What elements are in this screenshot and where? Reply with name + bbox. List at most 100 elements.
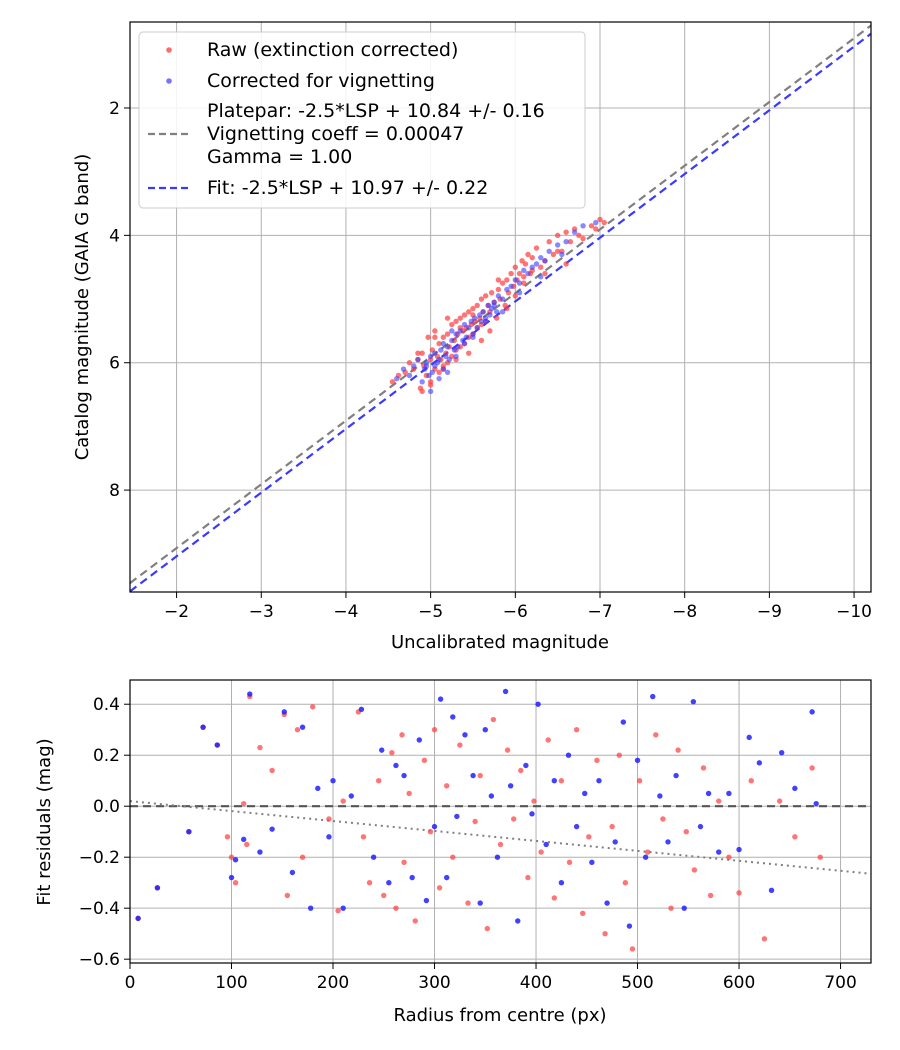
top-point [563,239,569,245]
bottom-point [700,765,707,771]
top-point [533,245,540,251]
bottom-point [399,732,405,738]
top-point [512,264,519,270]
top-point [426,372,432,379]
top-point [563,229,569,235]
bottom-point [470,772,476,779]
bottom-point [310,704,316,710]
bottom-point [401,772,407,779]
top-point [571,229,578,235]
bottom-point [436,885,443,891]
legend: Raw (extinction corrected) Corrected for… [138,31,586,209]
bottom-point [427,828,434,835]
top-point [425,334,431,340]
bottom-point [284,892,291,899]
bottom-point [326,834,332,840]
top-point [504,286,510,293]
top-point [516,289,523,296]
top-point [410,363,417,369]
top-point [512,293,519,299]
top-point [542,258,548,264]
top-point [512,277,519,283]
bottom-point [154,885,161,891]
top-point [593,219,599,226]
top-fit-lines [129,24,872,593]
bottom-point [761,936,768,942]
bottom-point [538,849,544,855]
top-point [400,366,407,372]
legend-label-fit: Fit: -2.5*LSP + 10.97 +/- 0.22 [207,177,488,199]
bottom-point [768,887,775,894]
top-point [495,293,502,299]
top-point [457,328,463,334]
top-point [485,302,491,309]
top-point [499,296,506,302]
bottom-point [335,908,341,914]
bottom-point [472,818,478,825]
top-point [389,379,396,385]
bottom-point [232,879,239,886]
top-point [436,375,442,382]
bottom-point [386,879,392,886]
top-point [444,315,451,321]
top-point [567,239,574,245]
top-series-1 [394,219,599,395]
bottom-point [792,785,798,792]
top-point [463,334,469,340]
bottom-point [736,890,742,896]
bottom-point [746,734,752,741]
bottom-point [412,918,418,924]
top-point [478,337,485,344]
bottom-point [681,905,687,911]
bottom-y-axis-label: Fit residuals (mag) [34,738,55,905]
bottom-point [482,727,488,733]
top-point [580,235,586,242]
bottom-point [502,688,509,695]
bottom-point [586,834,592,840]
top-point [457,315,463,321]
bottom-point [616,752,622,758]
top-y-tick-label-3: 8 [109,481,120,501]
top-point [455,344,461,350]
legend-label-corrected: Corrected for vignetting [207,70,435,92]
bottom-point [582,790,588,797]
bottom-point [675,747,681,753]
bottom-point [431,727,438,733]
bottom-point [642,854,649,860]
bottom-point [609,823,615,830]
bottom-point [535,701,541,707]
top-point [499,280,506,286]
bottom-point [558,879,565,886]
top-point [470,305,476,312]
top-point [444,369,451,375]
bottom-point [756,760,763,766]
bottom-point [457,742,463,748]
bottom-point [228,854,235,860]
top-x-tick-label-1: −3 [249,602,274,622]
top-point [546,239,552,245]
top-line-platepar [129,24,872,584]
bottom-point [294,727,301,733]
top-point [470,334,476,340]
bottom-point [644,849,651,855]
top-point [444,331,451,337]
top-point [474,302,480,309]
top-point [538,264,544,270]
top-point [461,312,468,318]
bottom-point [594,757,600,764]
top-scatter-points [389,216,607,395]
bottom-point [437,696,444,702]
top-point [423,363,430,369]
top-point [471,315,478,321]
bottom-x-tick-label-1: 100 [215,973,247,993]
bottom-point [726,854,732,860]
bottom-point [409,874,415,881]
bottom-point [366,879,373,886]
top-point [478,318,485,325]
legend-label-platepar: Platepar: -2.5*LSP + 10.84 +/- 0.16 [207,100,545,122]
bottom-point [289,869,296,876]
bottom-point [620,719,627,725]
bottom-x-tick-label-2: 200 [317,973,349,993]
top-point [438,347,444,353]
bottom-point [423,897,430,904]
